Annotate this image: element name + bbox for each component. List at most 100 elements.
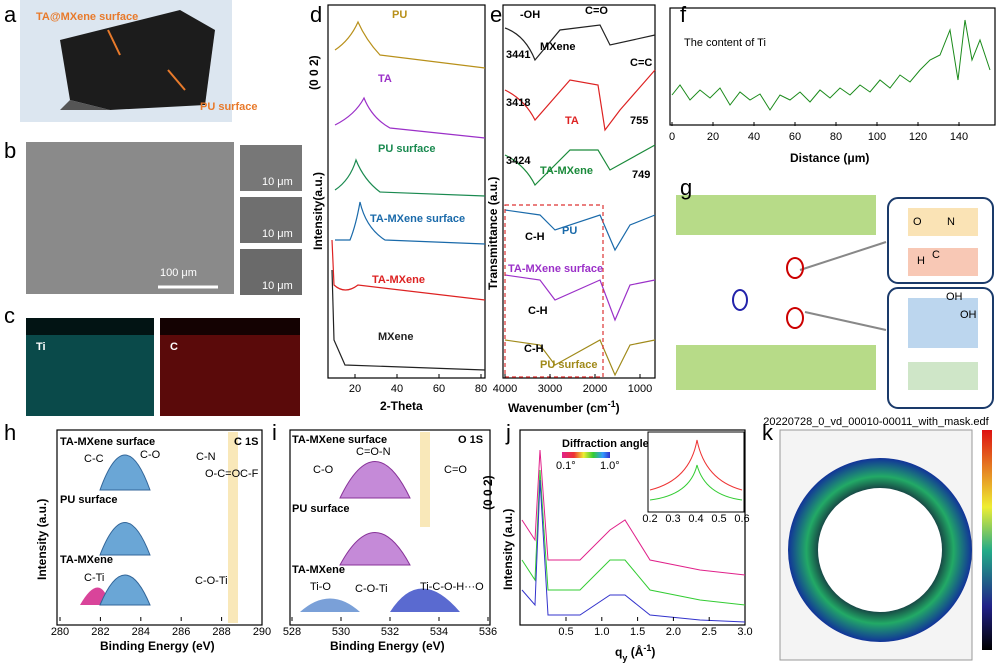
label: MXene	[540, 41, 575, 53]
ti-curve	[671, 19, 991, 111]
label: TA-MXene surface	[370, 213, 465, 225]
x-tick-label: 1.0	[594, 626, 609, 638]
label: TA-MXene	[60, 554, 113, 566]
axis-label: Binding Energy (eV)	[100, 639, 215, 653]
label: TA-MXene	[372, 274, 425, 286]
axis-label-part: y	[622, 653, 627, 663]
sem-b	[26, 142, 302, 295]
label: PU surface	[378, 143, 435, 155]
saxs-curves	[521, 431, 746, 623]
label: 10 μm	[262, 176, 293, 188]
axis-label-part: )	[651, 645, 655, 659]
panel-label: d	[310, 2, 322, 27]
label: O	[913, 216, 922, 228]
label: C	[170, 341, 178, 353]
label: TA	[378, 73, 392, 85]
axis-label-part: (Å	[627, 644, 643, 659]
label: TA	[565, 115, 579, 127]
label: 3424	[506, 155, 531, 167]
panel-label: a	[4, 2, 17, 27]
panel-label: h	[4, 420, 16, 445]
x-tick-label: 282	[91, 626, 109, 638]
x-tick-label: 80	[475, 383, 487, 395]
label: TA-MXene	[292, 564, 345, 576]
label: TA@MXene surface	[36, 11, 138, 23]
label: C=O	[585, 5, 608, 17]
x-tick-label: 284	[132, 626, 150, 638]
x-tick-label: 20	[349, 383, 361, 395]
x-tick-label: 120	[909, 131, 927, 143]
axes-f	[669, 7, 996, 126]
x-tick-label: 0.6	[734, 513, 749, 525]
label: Ti-C-O-H···O	[420, 581, 484, 593]
x-tick-label: 60	[433, 383, 445, 395]
label: PU surface	[200, 101, 257, 113]
panel-label: e	[490, 2, 502, 27]
xps-c	[80, 432, 238, 623]
label: PU surface	[540, 359, 597, 371]
label: 10 μm	[262, 280, 293, 292]
x-tick-label: 1.5	[630, 626, 645, 638]
x-tick-label: 536	[479, 626, 497, 638]
label: TA-MXene	[540, 165, 593, 177]
x-tick-label: 2000	[583, 383, 607, 395]
label: C-F	[240, 468, 259, 480]
label: 3418	[506, 97, 530, 109]
x-tick-label: 40	[391, 383, 403, 395]
label: TA-MXene surface	[60, 436, 155, 448]
label: C-O-Ti	[195, 575, 228, 587]
label: The content of Ti	[684, 37, 766, 49]
label: C=O	[444, 464, 467, 476]
x-tick-label: 286	[172, 626, 190, 638]
label: C-C	[84, 453, 104, 465]
label: H	[917, 255, 925, 267]
x-tick-label: 2.5	[702, 626, 717, 638]
panel-label: f	[680, 2, 687, 27]
label: 755	[630, 115, 648, 127]
ftir-curves	[504, 24, 656, 378]
panel-label: j	[505, 420, 511, 445]
x-tick-label: 4000	[493, 383, 517, 395]
axis-label: Wavenumber (cm-1)	[508, 399, 620, 415]
label: 749	[632, 169, 650, 181]
label: MXene	[378, 331, 413, 343]
label: 10 μm	[262, 228, 293, 240]
eds-c	[26, 318, 300, 416]
axis-label: Intensity(a.u.)	[311, 172, 325, 250]
label: 100 μm	[160, 267, 197, 279]
xrd-curves	[331, 20, 486, 371]
label: TA-MXene surface	[292, 434, 387, 446]
x-tick-label: 2.0	[666, 626, 681, 638]
label: (0 0 2)	[481, 475, 495, 510]
axis-label-part: )	[616, 401, 620, 415]
axis-label: qy (Å-1)	[615, 643, 655, 663]
label: PU surface	[60, 494, 117, 506]
label: C-N	[196, 451, 216, 463]
x-tick-label: 290	[253, 626, 271, 638]
axis-label: Intensity (a.u.)	[501, 509, 515, 590]
x-tick-label: 532	[381, 626, 399, 638]
label: TA-MXene surface	[508, 263, 603, 275]
x-tick-label: 3.0	[737, 626, 752, 638]
label: C-H	[525, 231, 545, 243]
x-tick-label: 288	[212, 626, 230, 638]
x-tick-label: 40	[748, 131, 760, 143]
axes-j	[519, 429, 746, 626]
x-tick-label: 0	[669, 131, 675, 143]
axis-label-part: Wavenumber (cm	[508, 401, 608, 415]
label: C 1S	[234, 436, 258, 448]
x-tick-label: 100	[868, 131, 886, 143]
axis-label: 2-Theta	[380, 399, 423, 413]
axes-i	[289, 429, 491, 626]
x-tick-label: 528	[283, 626, 301, 638]
label: N	[947, 216, 955, 228]
axes-e	[502, 4, 656, 379]
panel-label: b	[4, 138, 16, 163]
axis-label: Binding Energy (eV)	[330, 639, 445, 653]
panel-label: c	[4, 303, 15, 328]
label: Ti-O	[310, 581, 331, 593]
x-tick-label: 0.4	[688, 513, 703, 525]
x-tick-label: 530	[332, 626, 350, 638]
label: C=C	[630, 57, 652, 69]
